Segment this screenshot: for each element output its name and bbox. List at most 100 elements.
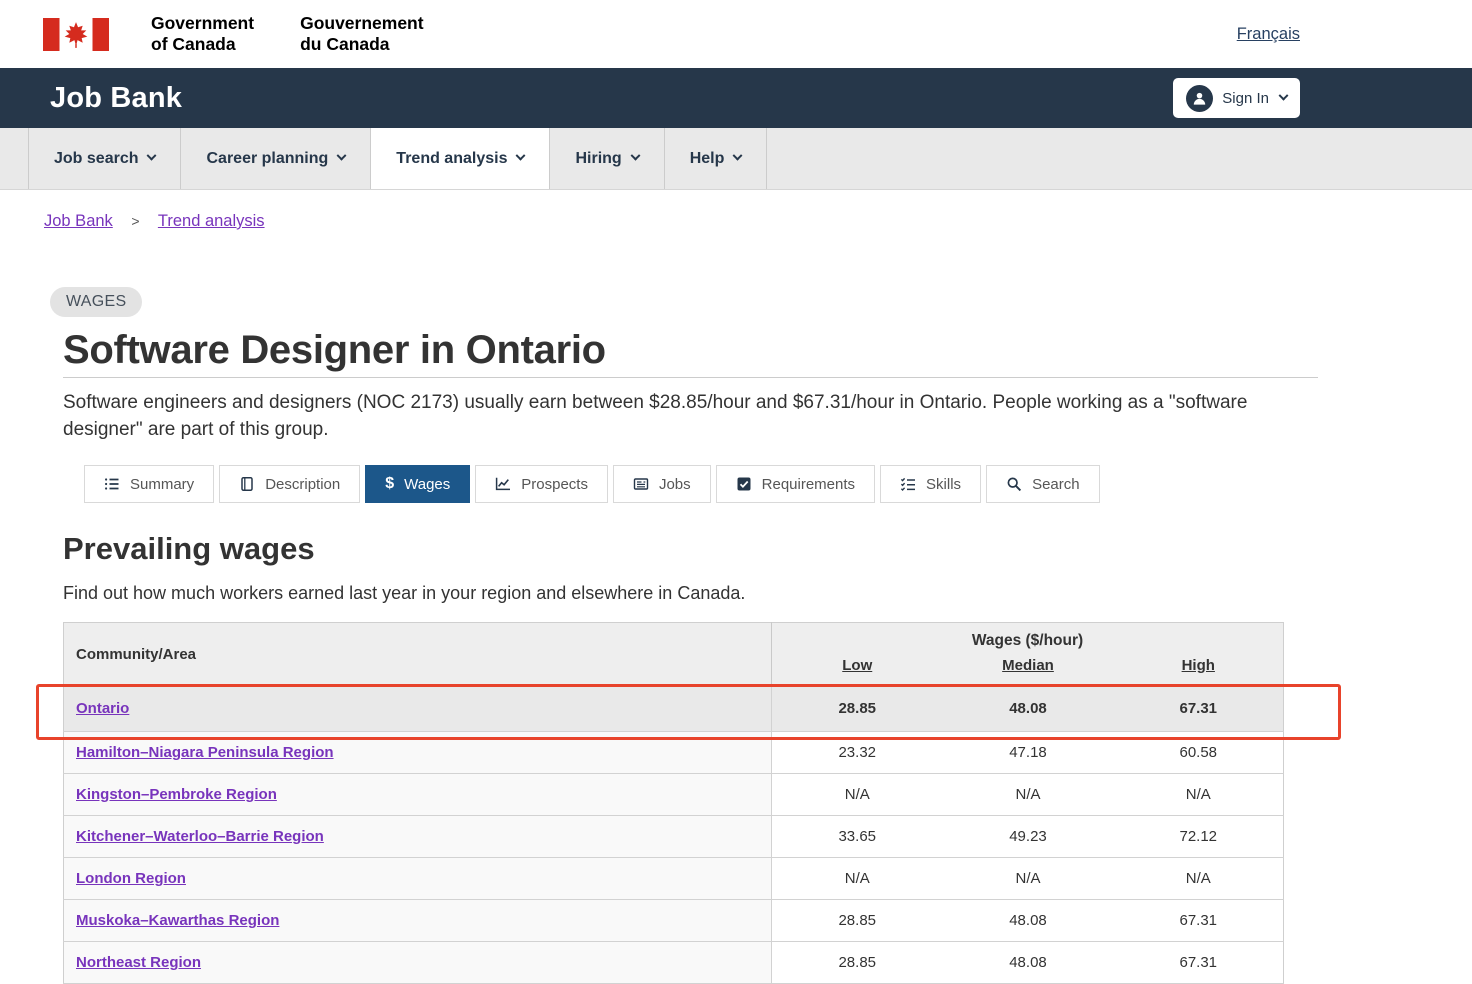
table-row: Hamilton–Niagara Peninsula Region 23.32 … [63,731,1284,774]
wage-high-cell: N/A [1113,857,1284,900]
nav-item-trend-analysis[interactable]: Trend analysis [371,128,551,189]
tab-requirements[interactable]: Requirements [715,465,876,503]
chevron-down-icon [516,150,526,161]
high-column-header: High [1113,654,1284,686]
section-title: Prevailing wages [63,531,315,566]
nav-item-label: Hiring [575,149,622,167]
tab-label: Jobs [658,475,691,493]
region-link[interactable]: Kitchener–Waterloo–Barrie Region [76,828,324,845]
wage-median-cell: 47.18 [942,731,1114,774]
wage-median-cell: 48.08 [942,941,1114,984]
chevron-down-icon [630,150,641,161]
dollar-icon: $ [385,475,395,492]
fip-french: Gouvernement du Canada [300,13,424,54]
wages-badge: WAGES [50,287,143,317]
wage-high-cell: 67.31 [1113,941,1284,984]
table-row: Kitchener–Waterloo–Barrie Region 33.65 4… [63,815,1284,858]
language-toggle-link[interactable]: Français [1236,24,1300,43]
sign-in-label: Sign In [1222,89,1269,107]
tab-label: Search [1032,475,1080,493]
nav-item-job-search[interactable]: Job search [28,128,182,189]
sign-in-button[interactable]: Sign In [1173,78,1300,118]
wage-median-cell: N/A [942,857,1114,900]
table-row: London Region N/A N/A N/A [63,857,1284,900]
tab-description[interactable]: Description [219,465,361,503]
region-link[interactable]: London Region [76,870,186,887]
breadcrumb-separator: > [131,213,140,229]
wage-median-cell: N/A [942,773,1114,816]
chevron-down-icon [732,150,743,161]
wage-low-cell: N/A [771,857,943,900]
tab-jobs[interactable]: Jobs [612,465,711,503]
nav-item-label: Trend analysis [396,149,508,167]
fip-wordmark: Government of Canada Gouvernement du Can… [151,13,470,55]
breadcrumb-link-trend-analysis[interactable]: Trend analysis [157,212,265,230]
tab-summary[interactable]: Summary [84,465,215,503]
title-divider [63,377,1318,378]
page-title: Software Designer in Ontario [63,328,606,372]
wage-high-cell: N/A [1113,773,1284,816]
wage-median-cell: 48.08 [942,685,1114,732]
tab-label: Summary [130,475,195,493]
tab-search[interactable]: Search [986,465,1100,503]
check-square-icon [736,476,752,492]
breadcrumb-link-job-bank[interactable]: Job Bank [44,212,113,230]
median-column-header: Median [942,654,1114,686]
region-link[interactable]: Hamilton–Niagara Peninsula Region [76,744,334,761]
list-icon [104,476,120,492]
wage-low-cell: 33.65 [771,815,943,858]
table-row-ontario: Ontario 28.85 48.08 67.31 [63,685,1284,732]
wage-median-cell: 49.23 [942,815,1114,858]
wage-median-cell: 48.08 [942,899,1114,942]
wage-high-cell: 72.12 [1113,815,1284,858]
nav-item-label: Career planning [206,149,329,167]
region-link[interactable]: Kingston–Pembroke Region [76,786,277,803]
region-link[interactable]: Muskoka–Kawarthas Region [76,912,280,929]
wage-low-cell: N/A [771,773,943,816]
page-content: WAGES Software Designer in Ontario Softw… [0,231,1472,984]
tab-label: Skills [926,475,962,493]
tab-label: Prospects [521,475,588,493]
community-area-header: Community/Area [63,622,772,686]
table-row: Kingston–Pembroke Region N/A N/A N/A [63,773,1284,816]
tab-skills[interactable]: Skills [880,465,982,503]
wage-low-cell: 28.85 [771,941,943,984]
book-icon [239,476,255,492]
nav-item-label: Job search [54,149,139,167]
table-row: Muskoka–Kawarthas Region 28.85 48.08 67.… [63,899,1284,942]
fip-signature: Government of Canada Gouvernement du Can… [43,13,470,55]
wage-high-cell: 67.31 [1113,899,1284,942]
wages-group-header: Wages ($/hour) [771,622,1284,654]
app-bar: Job Bank Sign In [0,68,1472,128]
wage-table: Community/Area Wages ($/hour) Low Median… [63,622,1285,984]
newspaper-icon [633,476,649,492]
occupation-tabs: Summary Description $ Wages Prospects Jo… [84,465,1409,503]
nav-item-hiring[interactable]: Hiring [550,128,665,189]
wage-high-cell: 67.31 [1113,685,1284,732]
tab-label: Description [265,475,341,493]
site-title: Job Bank [50,81,183,114]
wage-table-container: Community/Area Wages ($/hour) Low Median… [36,622,1341,984]
tab-wages[interactable]: $ Wages [365,465,471,503]
region-link[interactable]: Ontario [76,700,130,717]
search-icon [1006,476,1022,492]
wage-low-cell: 28.85 [771,899,943,942]
nav-item-label: Help [689,149,725,167]
breadcrumb: Job Bank > Trend analysis [44,211,1472,231]
canada-flag-icon [43,17,109,51]
chevron-down-icon [336,150,347,161]
tab-label: Requirements [761,475,856,493]
wage-low-cell: 23.32 [771,731,943,774]
tab-prospects[interactable]: Prospects [475,465,608,503]
wage-high-cell: 60.58 [1113,731,1284,774]
nav-item-career-planning[interactable]: Career planning [181,128,372,189]
occupation-description: Software engineers and designers (NOC 21… [63,392,1248,440]
region-link[interactable]: Northeast Region [76,954,202,971]
chevron-down-icon [1278,90,1289,101]
tab-label: Wages [404,475,451,493]
fip-english: Government of Canada [151,13,255,54]
main-navigation: Job search Career planning Trend analysi… [0,128,1472,190]
list-check-icon [900,476,916,492]
table-row: Northeast Region 28.85 48.08 67.31 [63,941,1284,984]
nav-item-help[interactable]: Help [665,128,768,189]
